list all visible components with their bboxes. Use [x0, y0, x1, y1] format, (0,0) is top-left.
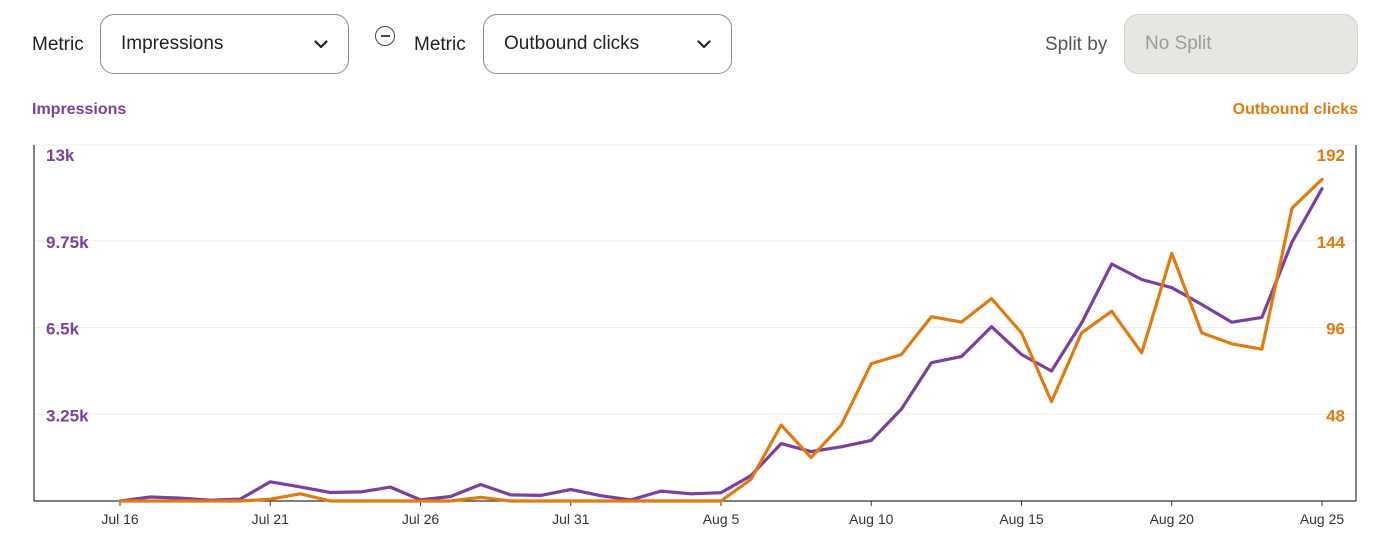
x-tick-label: Jul 31 — [552, 511, 590, 527]
right-tick-label: 48 — [1326, 406, 1345, 425]
right-tick-label: 144 — [1317, 233, 1346, 252]
metric-2-select[interactable]: Outbound clicks — [483, 14, 732, 74]
x-tick-label: Aug 5 — [703, 511, 740, 527]
right-tick-label: 192 — [1317, 146, 1345, 165]
split-by-value: No Split — [1145, 33, 1212, 54]
x-tick-label: Jul 21 — [252, 511, 290, 527]
right-tick-label: 96 — [1326, 320, 1345, 339]
chevron-down-icon — [312, 35, 330, 53]
metric-1-label: Metric — [32, 34, 84, 55]
left-tick-label: 9.75k — [46, 233, 89, 252]
left-axis-title: Impressions — [32, 101, 127, 118]
metric-1-value: Impressions — [121, 33, 224, 54]
remove-metric-icon[interactable] — [375, 26, 395, 46]
x-tick-label: Aug 10 — [849, 511, 894, 527]
split-by-select[interactable]: No Split — [1124, 14, 1358, 74]
metric-1-select[interactable]: Impressions — [100, 14, 349, 74]
right-axis-title: Outbound clicks — [1232, 101, 1358, 118]
left-tick-label: 3.25k — [46, 406, 89, 425]
x-tick-label: Aug 15 — [999, 511, 1044, 527]
series-line-impressions — [118, 187, 1324, 503]
metric-2-label: Metric — [414, 34, 466, 55]
left-tick-label: 6.5k — [46, 320, 80, 339]
metric-2-value: Outbound clicks — [504, 33, 640, 54]
x-tick-label: Aug 20 — [1150, 511, 1195, 527]
chevron-down-icon — [695, 35, 713, 53]
series-line-outbound-clicks — [118, 177, 1324, 503]
x-tick-label: Jul 16 — [101, 511, 139, 527]
split-by-label: Split by — [1045, 34, 1108, 55]
x-tick-label: Jul 26 — [402, 511, 440, 527]
x-tick-label: Aug 25 — [1300, 511, 1345, 527]
left-tick-label: 13k — [46, 146, 75, 165]
